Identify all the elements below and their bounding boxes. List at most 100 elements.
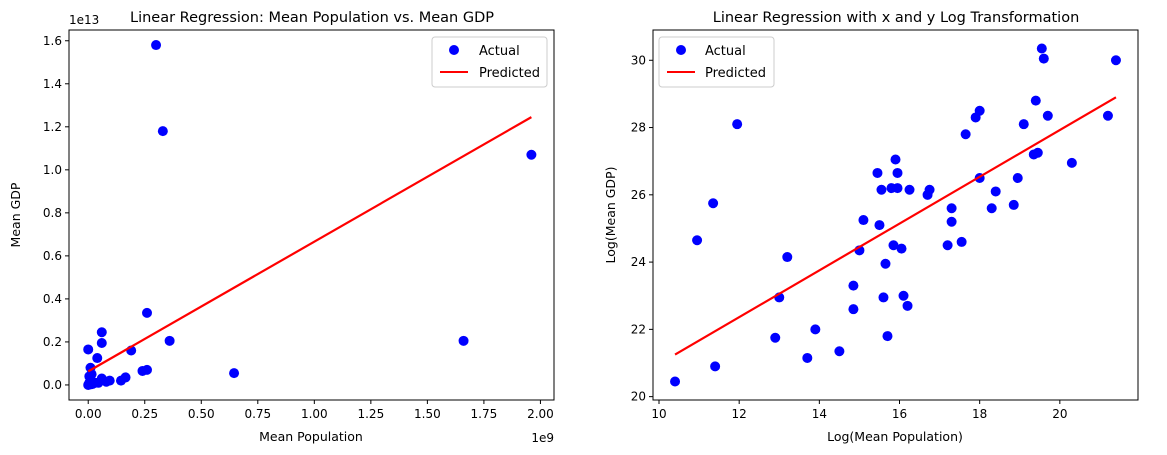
chart-left-xlabel: Mean Population [259,429,363,444]
chart-right-legend-actual-label: Actual [705,44,746,59]
y-tick-label: 0.2 [43,335,62,349]
x-tick-label: 18 [972,407,987,421]
data-point [84,371,95,382]
data-point [229,368,240,379]
x-tick-label: 14 [812,407,827,421]
chart-left-legend-actual-label: Actual [479,44,520,59]
data-point [902,300,913,311]
chart-left-line [87,116,532,373]
y-tick-label: 1.6 [43,34,62,48]
data-point [96,337,107,348]
data-point [1018,119,1029,130]
y-tick-label: 0.4 [43,292,62,306]
y-tick-label: 20 [631,390,646,404]
y-tick-label: 1.0 [43,163,62,177]
data-point [874,220,885,231]
data-point [858,215,869,226]
data-point [164,335,175,346]
data-point [1032,147,1043,158]
chart-left-y-offset: 1e13 [69,13,99,27]
data-point [92,353,103,364]
chart-left: Linear Regression: Mean Population vs. M… [8,10,555,445]
data-point [892,183,903,194]
data-point [924,184,935,195]
data-point [810,324,821,335]
data-point [1008,199,1019,210]
chart-left-x-offset: 1e9 [531,431,554,445]
data-point [708,198,719,209]
x-tick-label: 0.00 [75,407,102,421]
x-tick-label: 1.50 [414,407,441,421]
data-point [101,376,112,387]
data-point [848,280,859,291]
chart-right-line [674,96,1117,356]
data-point [83,344,94,355]
predicted-line [674,96,1117,356]
data-point [876,184,887,195]
x-tick-label: 1.75 [471,407,498,421]
x-tick-label: 1.00 [301,407,328,421]
data-point [888,240,899,251]
y-tick-label: 28 [631,121,646,135]
chart-right-legend: Actual Predicted [658,36,775,88]
chart-left-legend-box [431,36,548,88]
chart-right-xticks: 10 12 14 16 18 20 [651,400,1067,421]
chart-left-legend-actual-marker [449,45,459,55]
x-tick-label: 16 [892,407,907,421]
x-tick-label: 10 [651,407,666,421]
chart-left-xticks: 0.00 0.25 0.50 0.75 1.00 1.25 1.50 1.75 2.00 [75,400,554,421]
data-point [93,377,104,388]
chart-right-points [670,43,1121,387]
data-point [526,149,537,160]
data-point [834,346,845,357]
data-point [710,361,721,372]
x-tick-label: 2.00 [527,407,554,421]
data-point [670,376,681,387]
data-point [1110,55,1121,66]
y-tick-label: 30 [631,53,646,67]
data-point [1038,53,1049,64]
predicted-line [87,116,532,373]
data-point [1042,110,1053,121]
data-point [1012,173,1023,183]
chart-left-ylabel: Mean GDP [8,182,23,247]
data-point [990,186,1001,197]
data-point [882,331,893,342]
data-point [946,216,957,227]
chart-right-title: Linear Regression with x and y Log Trans… [713,10,1080,26]
data-point [904,184,915,195]
data-point [157,126,168,137]
chart-left-legend-predicted-label: Predicted [479,66,540,81]
data-point [1066,157,1077,168]
data-point [892,167,903,178]
y-tick-label: 0.0 [43,378,62,392]
y-tick-label: 0.8 [43,206,62,220]
data-point [974,105,985,116]
chart-right-axes-frame [652,29,1139,401]
chart-right: Linear Regression with x and y Log Trans… [603,10,1139,444]
x-tick-label: 0.25 [131,407,158,421]
data-point [898,290,909,301]
data-point [116,375,127,386]
data-point [986,203,997,214]
x-tick-label: 0.50 [188,407,215,421]
data-point [85,362,96,373]
chart-right-yticks: 20 22 24 26 28 30 [631,53,653,404]
x-tick-label: 1.25 [357,407,384,421]
chart-right-legend-actual-marker [676,45,686,55]
data-point [151,40,162,51]
chart-left-title: Linear Regression: Mean Population vs. M… [130,10,494,26]
data-point [142,307,153,318]
chart-right-legend-predicted-label: Predicted [705,66,766,81]
data-point [782,252,793,263]
data-point [137,365,148,376]
data-point [770,332,781,343]
data-point [458,335,469,346]
data-point [848,304,859,315]
data-point [872,167,883,178]
y-tick-label: 1.4 [43,77,62,91]
data-point [692,235,703,246]
data-point [802,352,813,363]
chart-left-axes-frame [68,29,555,401]
